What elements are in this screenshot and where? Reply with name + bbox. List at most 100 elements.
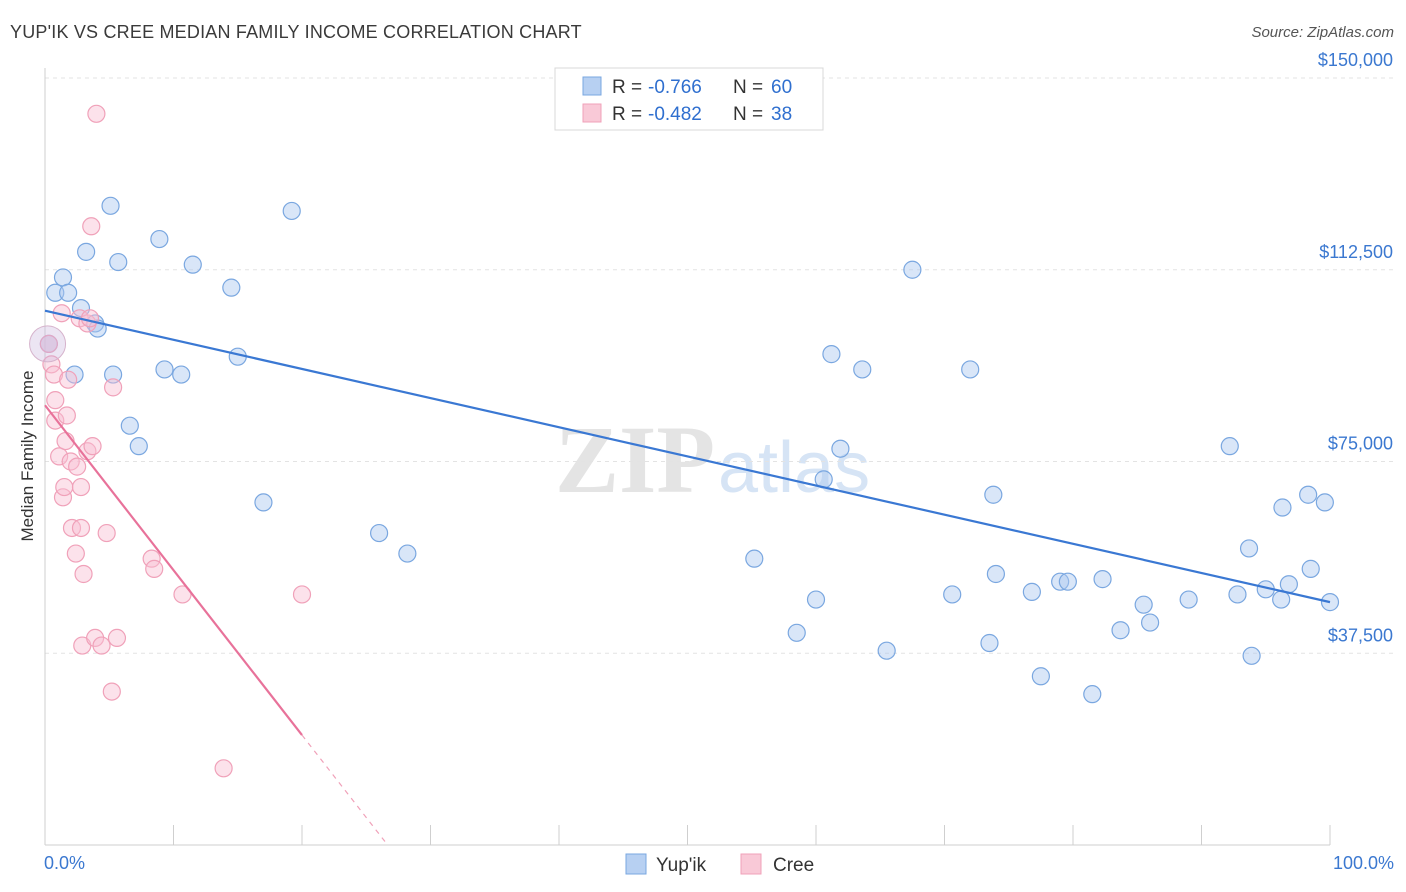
y-tick-label: $150,000 <box>1318 50 1393 70</box>
point-cree <box>145 559 164 578</box>
point-cree <box>57 406 76 425</box>
trend-line-cree-extension <box>301 734 386 843</box>
legend: R = -0.766 N = 60 R = -0.482 N = 38 <box>554 67 824 131</box>
chart-source: Source: ZipAtlas.com <box>1251 24 1394 41</box>
point-yupik <box>1179 590 1198 609</box>
point-cree <box>83 437 102 456</box>
point-yupik <box>1301 559 1320 578</box>
point-yupik <box>254 493 273 512</box>
legend-r-cree: -0.482 <box>648 104 702 125</box>
point-yupik <box>53 268 73 287</box>
bottom-legend: Yup'ik Cree <box>625 853 814 876</box>
x-tick-label-min: 0.0% <box>44 853 85 873</box>
point-yupik <box>745 549 764 568</box>
bottom-legend-swatch-cree <box>740 853 762 875</box>
gridlines <box>45 77 1395 654</box>
point-cree <box>44 365 64 384</box>
x-tick-labels: 0.0% 100.0% <box>44 853 1394 873</box>
point-yupik <box>1140 613 1160 632</box>
y-tick-labels: $37,500 $75,000 $112,500 $150,000 <box>1318 50 1393 645</box>
legend-r-label-yupik: R = <box>612 77 642 98</box>
point-cree <box>74 564 93 584</box>
legend-n-cree: 38 <box>771 104 792 125</box>
y-tick-label: $37,500 <box>1328 625 1393 645</box>
point-yupik <box>172 365 191 384</box>
point-yupik <box>1299 485 1318 504</box>
y-tick-label: $112,500 <box>1319 242 1393 262</box>
bottom-legend-swatch-yupik <box>625 853 647 875</box>
point-yupik <box>398 544 417 563</box>
legend-n-yupik: 60 <box>771 77 792 98</box>
point-yupik <box>282 201 301 221</box>
point-yupik <box>1058 572 1077 591</box>
point-cluster <box>29 325 67 363</box>
point-cree <box>55 477 74 497</box>
watermark-zip: ZIP <box>555 406 715 513</box>
point-yupik <box>822 345 841 364</box>
point-yupik <box>109 252 128 272</box>
point-yupik <box>222 278 241 297</box>
point-cree <box>46 391 65 410</box>
point-cree <box>82 217 101 236</box>
point-cree <box>66 544 85 563</box>
trend-lines <box>44 309 1331 843</box>
point-yupik <box>903 260 922 279</box>
point-yupik <box>980 633 999 653</box>
point-yupik <box>104 365 123 384</box>
point-yupik <box>77 242 96 261</box>
point-cree <box>173 585 192 604</box>
x-tick-label-max: 100.0% <box>1333 853 1394 873</box>
point-yupik <box>1279 575 1298 594</box>
bottom-legend-yupik: Yup'ik <box>656 855 707 876</box>
point-yupik <box>1242 646 1261 665</box>
point-yupik <box>1228 585 1247 604</box>
trend-line-yupik <box>44 309 1331 604</box>
series-yupik <box>39 196 1340 704</box>
bottom-legend-cree: Cree <box>773 855 814 876</box>
point-yupik <box>986 564 1006 584</box>
point-cree <box>80 309 100 328</box>
point-yupik <box>877 641 896 660</box>
point-cree <box>292 585 312 604</box>
point-yupik <box>1083 685 1102 704</box>
point-yupik <box>370 523 389 543</box>
point-yupik <box>806 590 826 609</box>
point-yupik <box>1031 667 1050 686</box>
point-cree <box>68 457 87 476</box>
point-yupik <box>853 360 872 379</box>
point-yupik <box>1315 493 1334 512</box>
point-yupik <box>46 283 65 302</box>
point-yupik <box>1022 582 1041 601</box>
y-tick-label: $75,000 <box>1328 434 1393 454</box>
point-cree <box>59 370 78 389</box>
legend-r-label-cree: R = <box>612 104 642 125</box>
point-cree <box>104 378 123 397</box>
point-cree <box>71 518 91 538</box>
legend-swatch-cree <box>582 103 602 123</box>
point-cree <box>102 682 121 701</box>
point-yupik <box>1134 595 1153 614</box>
point-cree <box>39 334 58 353</box>
point-yupik <box>984 485 1003 504</box>
point-yupik <box>1093 570 1112 589</box>
point-yupik <box>150 229 169 249</box>
point-yupik <box>1239 539 1259 558</box>
point-yupik <box>831 439 850 458</box>
point-cree <box>87 104 106 123</box>
point-yupik <box>1220 437 1239 456</box>
legend-swatch-yupik <box>582 76 602 96</box>
point-yupik <box>943 585 962 604</box>
point-yupik <box>961 360 980 379</box>
legend-r-yupik: -0.766 <box>648 77 702 98</box>
legend-n-label-yupik: N = <box>733 77 763 98</box>
point-yupik <box>1111 621 1130 640</box>
point-yupik <box>101 196 120 215</box>
point-yupik <box>787 623 806 642</box>
point-yupik <box>129 437 148 456</box>
point-cree <box>50 447 69 466</box>
trend-line-cree <box>44 404 303 736</box>
point-yupik <box>1051 572 1070 591</box>
point-yupik <box>1273 498 1292 517</box>
point-yupik <box>120 416 139 435</box>
point-yupik <box>59 283 78 302</box>
